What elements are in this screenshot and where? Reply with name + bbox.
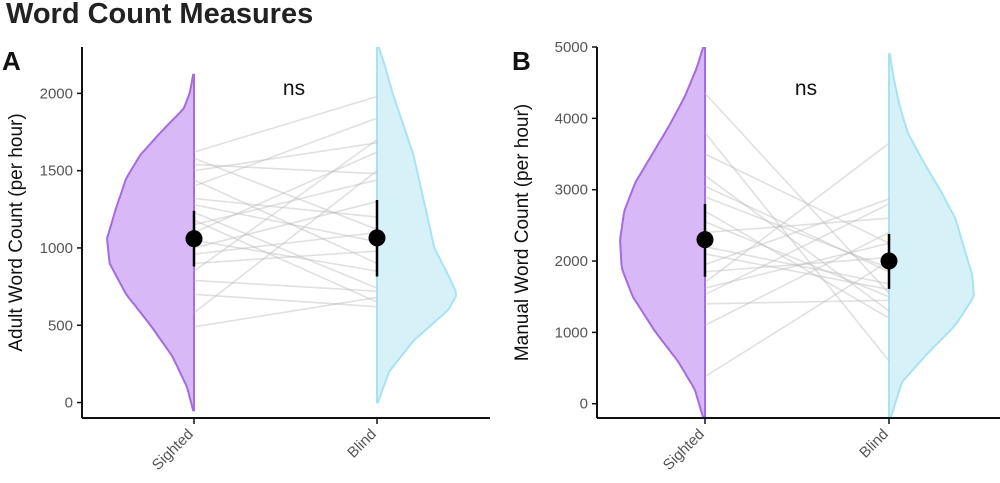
paired-line (704, 153, 890, 244)
paired-line (704, 299, 890, 305)
paired-line (704, 253, 890, 291)
violin-sighted (106, 73, 195, 412)
y-tick-label: 4000 (555, 110, 588, 127)
y-tick-label: 500 (48, 317, 73, 334)
paired-line (193, 179, 378, 226)
paired-line (193, 170, 378, 314)
mean-point-blind (368, 229, 386, 247)
y-tick-label: 1000 (40, 240, 73, 257)
y-tick-label: 2000 (40, 85, 73, 102)
panel-letter: B (512, 46, 531, 76)
paired-line (704, 132, 890, 362)
paired-line (704, 245, 890, 285)
paired-line (193, 239, 378, 272)
paired-line (193, 296, 378, 328)
plot-area (619, 47, 975, 418)
violin-blind (888, 53, 975, 418)
paired-line (193, 179, 378, 265)
y-tick-label: 0 (580, 396, 588, 413)
mean-point-sighted (185, 230, 203, 248)
violin-blind (376, 47, 458, 404)
y-tick-label: 1500 (40, 163, 73, 180)
x-tick-label-blind: Blind (344, 426, 380, 462)
paired-line (704, 221, 890, 298)
paired-line (704, 198, 890, 266)
paired-line (193, 157, 378, 231)
paired-line (704, 256, 890, 273)
panel-b: 0 1000 2000 3000 4000 5000 Sighted Blind Manual … (512, 39, 1000, 474)
paired-line (704, 242, 890, 289)
paired-line (193, 279, 378, 293)
paired-line (193, 139, 378, 272)
y-axis-title: Adult Word Count (per hour) (6, 113, 27, 351)
significance-label: ns (795, 77, 817, 100)
paired-line (704, 260, 890, 378)
paired-line (193, 197, 378, 218)
y-tick-label: 2000 (555, 253, 588, 270)
paired-line (704, 185, 890, 273)
paired-line (193, 95, 378, 153)
paired-line (193, 250, 378, 265)
violin-sighted (619, 47, 706, 418)
significance-label: ns (283, 77, 305, 100)
paired-line (704, 174, 890, 312)
y-axis-title: Manual Word Count (per hour) (512, 104, 533, 361)
paired-line (193, 211, 378, 289)
paired-line (193, 151, 378, 234)
mean-point-sighted (696, 231, 714, 249)
mean-point-blind (880, 252, 898, 270)
paired-line (704, 142, 890, 284)
paired-line (193, 142, 378, 172)
paired-line (193, 231, 378, 255)
plot-area (106, 47, 458, 412)
y-tick-label: 5000 (555, 39, 588, 56)
paired-line (704, 196, 890, 269)
x-tick-label-sighted: Sighted (149, 426, 197, 474)
paired-line (704, 210, 890, 319)
panel-a: 0 500 1000 1500 2000 Sighted Blind Adult Word C… (2, 46, 490, 474)
paired-line (704, 92, 890, 294)
figure-title: Word Count Measures (6, 0, 314, 30)
panel-letter: A (2, 46, 21, 76)
paired-line (193, 117, 378, 187)
x-tick-label-blind: Blind (856, 426, 892, 462)
paired-line (704, 217, 890, 234)
y-tick-label: 3000 (555, 182, 588, 199)
paired-line (193, 203, 378, 243)
paired-line (193, 200, 378, 249)
y-tick-label: 0 (65, 395, 73, 412)
paired-line (704, 203, 890, 296)
y-tick-label: 1000 (555, 324, 588, 341)
paired-line (704, 231, 890, 326)
x-tick-label-sighted: Sighted (660, 426, 708, 474)
paired-line (193, 163, 378, 175)
paired-line (193, 293, 378, 308)
paired-line (193, 219, 378, 303)
